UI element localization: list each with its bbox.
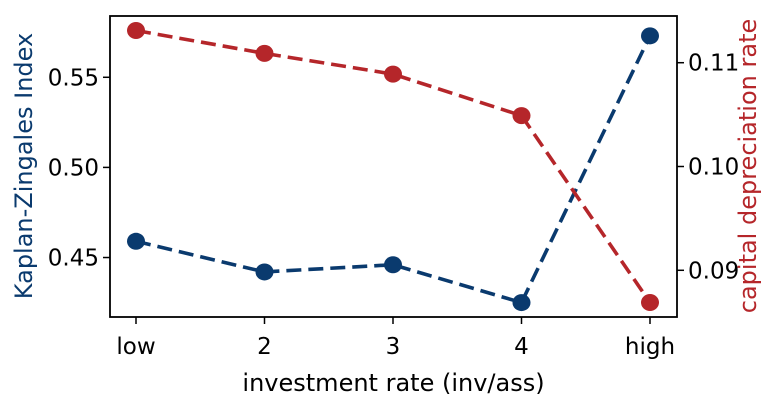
x-axis-label: investment rate (inv/ass) (242, 369, 544, 397)
series-2-point (641, 293, 659, 311)
x-tick-label: low (116, 334, 155, 360)
series-1-point (384, 256, 402, 274)
right-y-tick-label: 0.11 (688, 51, 739, 77)
x-tick-label: high (625, 334, 675, 360)
series-2-point (512, 107, 531, 125)
series-layer (127, 22, 659, 312)
left-y-tick-label: 0.50 (48, 155, 99, 181)
left-y-axis: 0.45 0.50 0.55 (48, 65, 110, 272)
series-1-point (512, 294, 531, 312)
left-y-tick-label: 0.55 (48, 65, 99, 91)
series-1-point (255, 263, 274, 281)
series-1-line (135, 35, 652, 305)
series-2-point (384, 65, 402, 83)
x-tick-label: 2 (257, 334, 272, 360)
right-y-tick-label: 0.10 (688, 155, 739, 181)
left-y-tick-label: 0.45 (48, 246, 99, 272)
left-y-axis-label: Kaplan-Zingales Index (10, 33, 38, 299)
series-1-point (641, 27, 659, 45)
right-y-axis-label: capital depreciation rate (734, 19, 762, 313)
series-2-point (255, 44, 274, 62)
x-tick-label: 4 (514, 334, 529, 360)
series-2-point (127, 22, 145, 40)
x-axis: low 2 3 4 high (116, 317, 675, 360)
series-2-line (135, 28, 652, 304)
x-tick-label: 3 (386, 334, 401, 360)
right-y-tick-label: 0.09 (688, 258, 739, 284)
series-1-point (127, 232, 145, 250)
right-y-axis: 0.09 0.10 0.11 (677, 51, 739, 284)
